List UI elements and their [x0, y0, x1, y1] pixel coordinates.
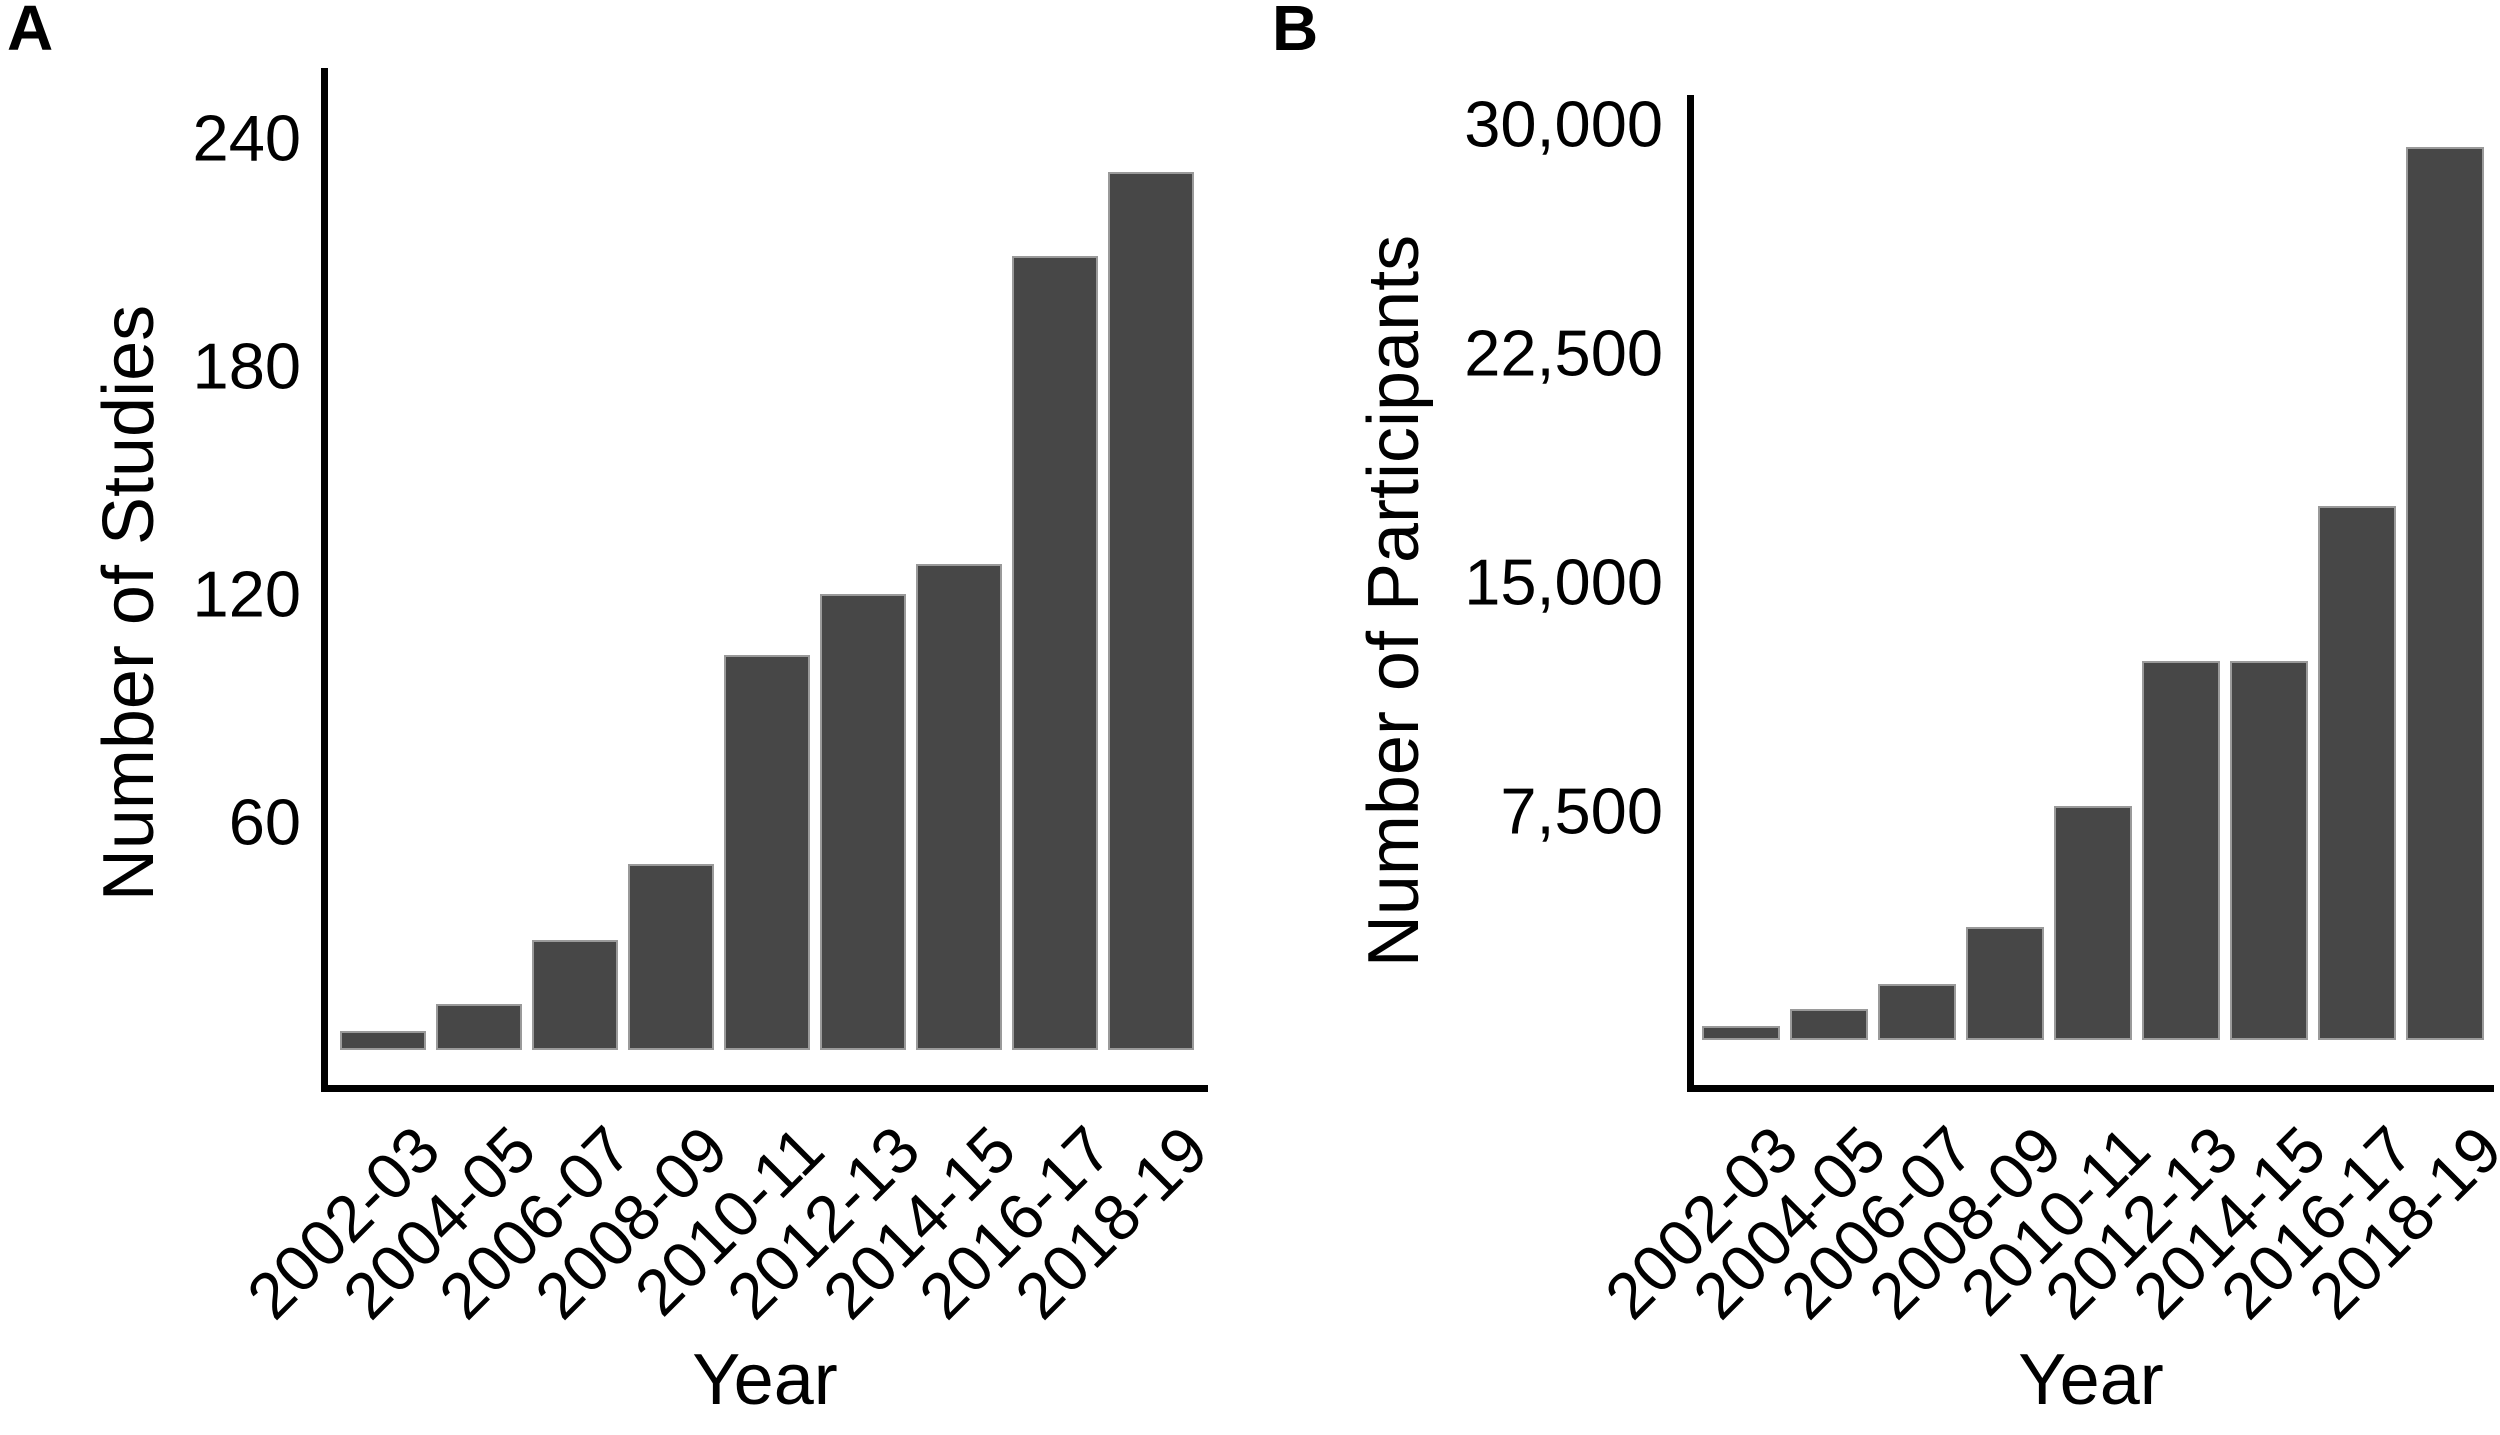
panel-b-bar-2002-03 [1702, 1026, 1780, 1040]
panel-b-ytick-30,000: 30,000 [1464, 87, 1663, 161]
panel-b-bar-2018-19 [2406, 146, 2484, 1040]
panel-a-bar-2004-05 [436, 1004, 522, 1050]
panel-a-bar-2016-17 [1012, 255, 1098, 1050]
panel-b-x-axis-title: Year [2018, 1340, 2164, 1420]
panel-b-bar-2016-17 [2318, 505, 2396, 1040]
panel-b-y-axis-line [1687, 95, 1694, 1092]
panel-b-x-axis-line [1687, 1085, 2494, 1092]
panel-b-bar-2012-13 [2142, 661, 2220, 1040]
panel-a-bar-2010-11 [724, 654, 810, 1050]
panel-a-bar-2008-09 [628, 863, 714, 1050]
panel-a-label: A [7, 0, 54, 64]
panel-b-label: B [1272, 0, 1319, 64]
panel-a-bar-2012-13 [820, 594, 906, 1050]
panel-b-bar-2006-07 [1878, 983, 1956, 1040]
panel-b-bar-2010-11 [2054, 806, 2132, 1040]
panel-b-ytick-22,500: 22,500 [1464, 316, 1663, 390]
panel-a-bar-2018-19 [1108, 172, 1194, 1050]
panel-a-bar-2002-03 [340, 1031, 426, 1050]
panel-b-ytick-7,500: 7,500 [1500, 774, 1663, 848]
panel-b-bar-2004-05 [1790, 1009, 1868, 1040]
panel-a-bar-2014-15 [916, 563, 1002, 1050]
panel-a-ytick-60: 60 [228, 785, 301, 859]
panel-b-ytick-15,000: 15,000 [1464, 545, 1663, 619]
panel-b-bar-2014-15 [2230, 661, 2308, 1040]
panel-a-bar-2006-07 [532, 939, 618, 1050]
panel-a-ytick-120: 120 [192, 557, 301, 631]
panel-a-ytick-240: 240 [192, 101, 301, 175]
panel-a-y-axis-line [321, 68, 328, 1092]
panel-a-ytick-180: 180 [192, 329, 301, 403]
panel-b-bar-2008-09 [1966, 927, 2044, 1040]
panel-a-x-axis-title: Year [692, 1340, 838, 1420]
panel-a-x-axis-line [321, 1085, 1208, 1092]
